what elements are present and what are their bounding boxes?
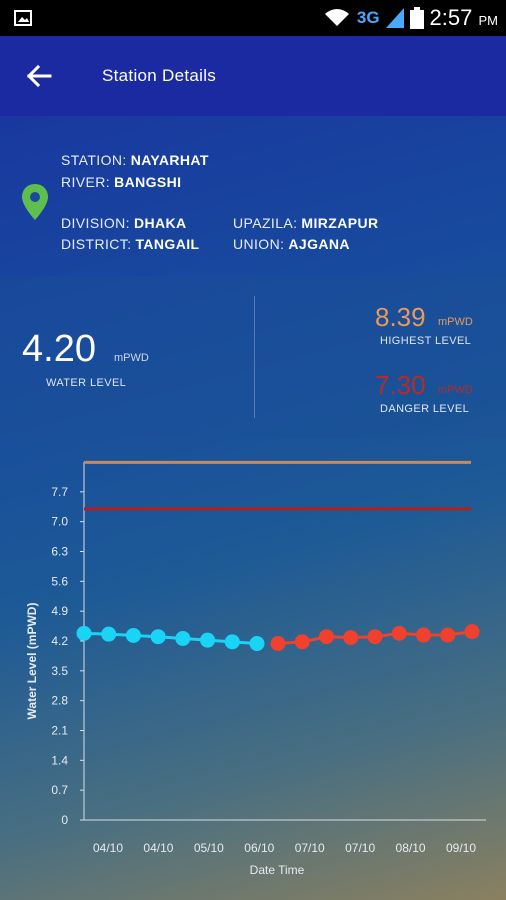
- image-notification-icon: [14, 10, 32, 26]
- water-level-chart: 0 0.7 1.4 2.1 2.8 3.5 4.2 4.9 5.6 6.3 7.0 7.7 04/10 0…: [25, 460, 486, 877]
- location-pin-icon: [22, 184, 48, 220]
- y-tick-label: 3.5: [51, 664, 68, 678]
- page-title: Station Details: [102, 66, 217, 85]
- y-tick-label: 1.4: [51, 753, 68, 767]
- status-bar: 3G 2:57 PM: [0, 0, 506, 36]
- union-row: UNION: AJGANA: [233, 236, 350, 252]
- district-value: TANGAIL: [135, 236, 200, 252]
- levels-panel: [0, 276, 506, 438]
- clock: 2:57 PM: [429, 5, 498, 30]
- red-series-point: [343, 630, 359, 646]
- river-value: BANGSHI: [114, 174, 182, 190]
- station-label: STATION:: [61, 152, 127, 168]
- danger-level-value: 7.30: [375, 370, 426, 400]
- river-label: RIVER:: [61, 174, 111, 190]
- river-row: RIVER: BANGSHI: [61, 174, 181, 190]
- red-series-point: [367, 629, 383, 645]
- cyan-series-point: [125, 627, 141, 643]
- station-row: STATION: NAYARHAT: [61, 152, 209, 168]
- division-label: DIVISION:: [61, 215, 130, 231]
- district-row: DISTRICT: TANGAIL: [61, 236, 199, 252]
- cyan-series-point: [101, 626, 117, 642]
- upazila-row: UPAZILA: MIRZAPUR: [233, 215, 379, 231]
- red-series-point: [464, 624, 480, 640]
- y-axis-label: Water Level (mPWD): [25, 603, 39, 720]
- y-tick-label: 7.7: [51, 485, 68, 499]
- x-tick-label: 08/10: [396, 841, 426, 855]
- levels-divider: [254, 296, 255, 418]
- x-tick-label: 07/10: [345, 841, 375, 855]
- red-series-point: [294, 634, 310, 650]
- status-icons: 3G 2:57 PM: [323, 0, 498, 36]
- upazila-value: MIRZAPUR: [301, 215, 379, 231]
- y-tick-label: 5.6: [51, 574, 68, 588]
- division-row: DIVISION: DHAKA: [61, 215, 187, 231]
- x-tick-label: 04/10: [143, 841, 173, 855]
- arrow-left-icon[interactable]: [26, 64, 52, 88]
- cyan-series-point: [150, 629, 166, 645]
- cyan-series-point: [76, 625, 92, 641]
- app-bar: Station Details: [0, 36, 506, 116]
- red-series-point: [391, 625, 407, 641]
- red-series-point: [319, 629, 334, 645]
- water-level-label: WATER LEVEL: [46, 377, 127, 389]
- y-tick-label: 2.8: [51, 694, 68, 708]
- x-tick-label: 09/10: [446, 841, 476, 855]
- y-tick-label: 0.7: [51, 783, 68, 797]
- y-tick-label: 6.3: [51, 545, 68, 559]
- division-value: DHAKA: [133, 215, 187, 231]
- highest-level-value: 8.39: [375, 302, 426, 332]
- cyan-series-point: [224, 634, 240, 650]
- cyan-series-point: [200, 632, 216, 648]
- battery-icon: [409, 7, 424, 29]
- red-series-point: [440, 627, 456, 643]
- district-label: DISTRICT:: [61, 236, 132, 252]
- cyan-series-point: [249, 636, 265, 652]
- y-tick-label: 7.0: [51, 515, 68, 529]
- cyan-series-point: [175, 630, 191, 646]
- wifi-icon: [324, 9, 349, 26]
- x-tick-label: 05/10: [194, 841, 224, 855]
- union-value: AJGANA: [288, 236, 350, 252]
- red-series-point: [270, 636, 286, 652]
- network-type: 3G: [356, 8, 380, 27]
- red-series-point: [416, 627, 431, 643]
- highest-level-unit: mPWD: [438, 316, 473, 328]
- y-tick-label: 2.1: [51, 724, 68, 738]
- water-level-value: 4.20: [22, 328, 96, 370]
- x-tick-label: 04/10: [93, 841, 123, 855]
- upazila-label: UPAZILA:: [233, 215, 298, 231]
- union-label: UNION:: [233, 236, 285, 252]
- x-axis-label: Date Time: [250, 863, 305, 877]
- signal-icon: [385, 8, 404, 28]
- station-info-panel: [0, 116, 506, 276]
- x-tick-label: 06/10: [244, 841, 274, 855]
- water-level-unit: mPWD: [114, 352, 149, 364]
- danger-level-label: DANGER LEVEL: [380, 403, 470, 415]
- y-tick-label: 0: [61, 813, 68, 827]
- y-tick-label: 4.2: [51, 634, 68, 648]
- danger-level-unit: mPWD: [438, 384, 473, 396]
- y-tick-label: 4.9: [51, 604, 68, 618]
- x-tick-label: 07/10: [295, 841, 325, 855]
- station-value: NAYARHAT: [130, 152, 209, 168]
- highest-level-label: HIGHEST LEVEL: [380, 335, 472, 347]
